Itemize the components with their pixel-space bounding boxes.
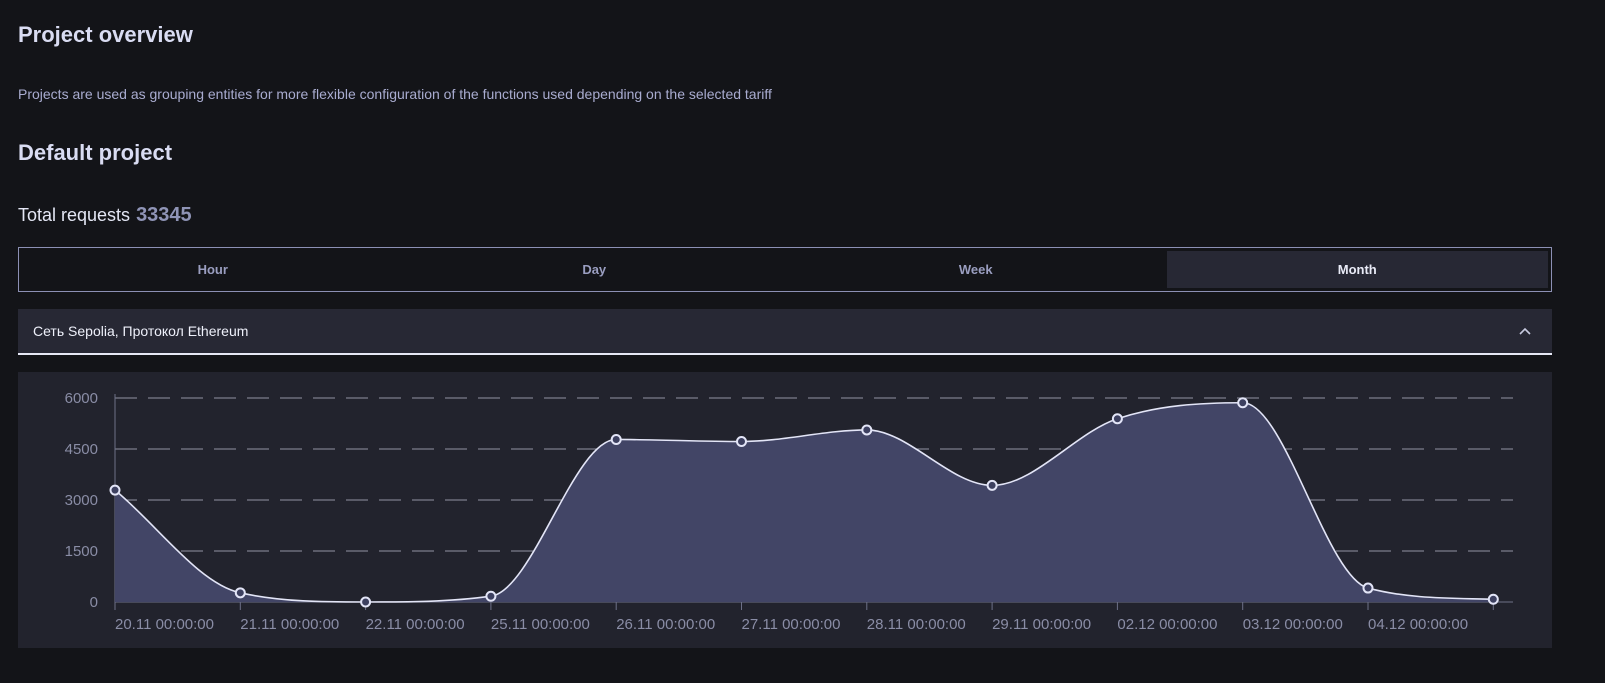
x-tick-label: 02.12 00:00:00 xyxy=(1117,616,1217,633)
tab-hour[interactable]: Hour xyxy=(197,262,228,277)
x-tick-label: 22.11 00:00:00 xyxy=(366,616,465,633)
data-point xyxy=(986,479,998,491)
series-line xyxy=(114,401,1494,603)
x-tick-label: 21.11 00:00:00 xyxy=(240,616,339,633)
network-select[interactable]: Сеть Sepolia, Протокол Ethereum xyxy=(18,309,1552,355)
data-point xyxy=(485,590,497,602)
data-point xyxy=(1111,413,1123,425)
y-tick-label: 1500 xyxy=(65,543,98,560)
total-requests: Total requests 33345 xyxy=(18,204,192,227)
page-title: Project overview xyxy=(18,22,193,47)
period-tabs: Hour Day Week Month xyxy=(18,247,1552,292)
chart-svg: 0 1500 3000 4500 6000 20.11 00:00:00 21.11 00:… xyxy=(65,390,1513,633)
total-requests-label: Total requests xyxy=(18,205,131,225)
series-area xyxy=(115,402,1494,602)
y-tick-label: 4500 xyxy=(65,441,98,458)
data-point xyxy=(861,424,873,436)
page-description: Projects are used as grouping entities f… xyxy=(18,86,772,102)
data-point xyxy=(1237,397,1249,409)
x-tick-label: 20.11 00:00:00 xyxy=(115,616,214,633)
project-title: Default project xyxy=(18,140,173,165)
x-tick-label: 26.11 00:00:00 xyxy=(616,616,715,633)
y-tick-label: 0 xyxy=(90,594,98,611)
tab-day[interactable]: Day xyxy=(582,262,607,277)
data-point xyxy=(610,433,622,445)
data-point xyxy=(109,484,121,496)
x-tick-label: 04.12 00:00:00 xyxy=(1368,616,1468,633)
y-tick-label: 6000 xyxy=(65,390,98,407)
chevron-up-icon[interactable] xyxy=(1518,326,1532,336)
tab-week[interactable]: Week xyxy=(958,262,993,277)
x-tick-label: 28.11 00:00:00 xyxy=(867,616,966,633)
data-point xyxy=(1362,582,1374,594)
y-tick-label: 3000 xyxy=(65,492,98,509)
data-point xyxy=(1487,593,1499,605)
network-select-label: Сеть Sepolia, Протокол Ethereum xyxy=(33,323,249,339)
requests-chart: 0 1500 3000 4500 6000 20.11 00:00:00 21.11 00:… xyxy=(18,372,1552,648)
tab-month[interactable]: Month xyxy=(1166,251,1548,288)
x-tick-label: 29.11 00:00:00 xyxy=(992,616,1091,633)
data-point xyxy=(234,587,246,599)
x-tick-label: 03.12 00:00:00 xyxy=(1243,616,1343,633)
total-requests-value: 33345 xyxy=(136,204,192,226)
data-point xyxy=(360,596,372,608)
x-tick-label: 27.11 00:00:00 xyxy=(742,616,841,633)
data-point xyxy=(736,436,747,448)
x-tick-label: 25.11 00:00:00 xyxy=(491,616,590,633)
